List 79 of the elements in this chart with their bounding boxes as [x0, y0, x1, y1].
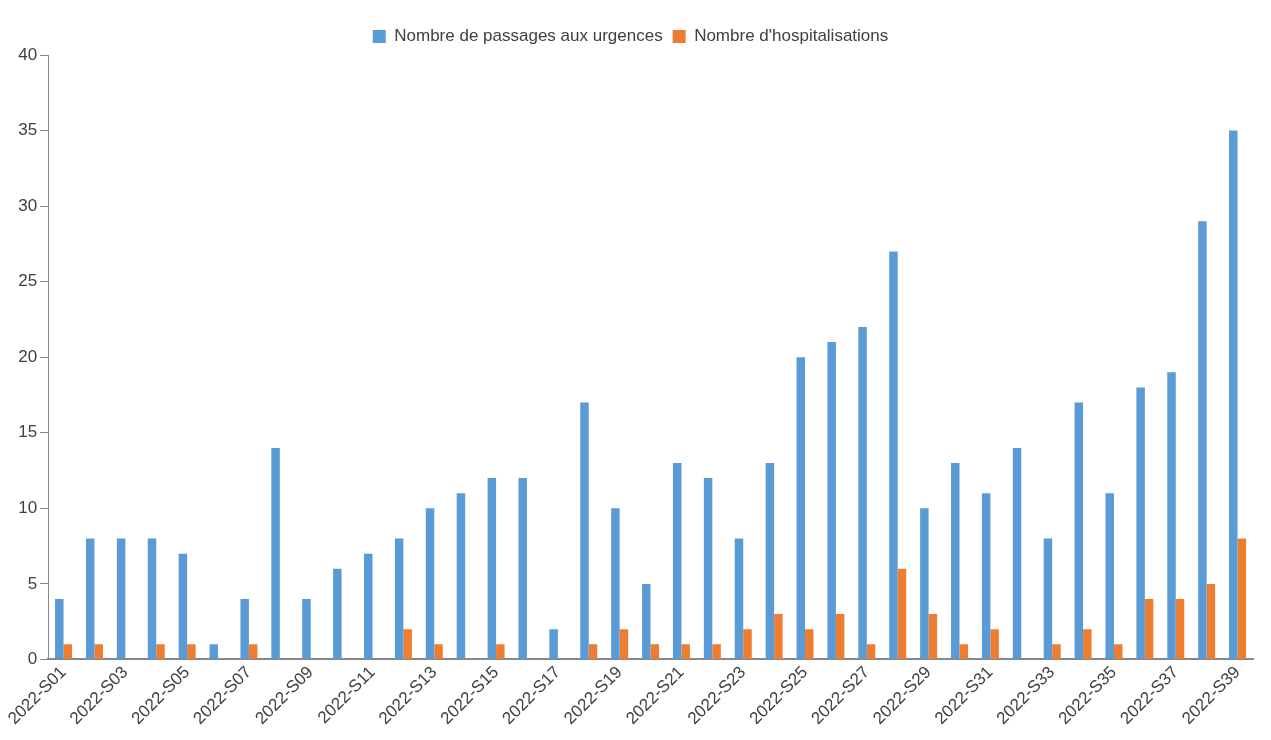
bar — [518, 478, 527, 659]
bar — [796, 357, 806, 659]
bar — [1113, 644, 1123, 659]
bar — [951, 463, 960, 659]
bar — [302, 599, 311, 659]
bar — [619, 629, 629, 659]
bar — [835, 614, 845, 659]
bar — [672, 463, 682, 659]
bar — [63, 644, 73, 659]
bar — [1052, 644, 1061, 659]
bar — [858, 327, 867, 659]
bar — [147, 538, 157, 659]
bar — [920, 508, 929, 659]
bar — [703, 478, 713, 659]
bar — [681, 644, 690, 659]
bar — [642, 583, 651, 659]
bar — [805, 629, 814, 659]
bar — [487, 478, 497, 659]
bar — [496, 644, 505, 659]
bar — [178, 553, 188, 659]
bar — [1043, 538, 1053, 659]
bar — [403, 629, 412, 659]
bar — [889, 251, 898, 659]
bar — [434, 644, 443, 659]
bar — [364, 553, 373, 659]
bar — [156, 644, 165, 659]
y-tick-label: 35 — [18, 120, 38, 140]
y-tick-label: 20 — [18, 346, 38, 366]
legend-label: Nombre d'hospitalisations — [694, 26, 889, 46]
bar — [734, 538, 744, 659]
bar — [1198, 221, 1207, 659]
bar — [55, 599, 64, 659]
y-tick-label: 15 — [18, 422, 38, 442]
bar — [1206, 583, 1216, 659]
bar — [774, 614, 783, 659]
bar — [94, 644, 103, 659]
bar — [611, 508, 620, 659]
bar — [187, 644, 196, 659]
bar — [1237, 538, 1247, 659]
bar — [333, 568, 342, 659]
bar — [240, 599, 249, 659]
bar — [712, 644, 721, 659]
bar — [897, 568, 907, 659]
bar — [425, 508, 435, 659]
bar — [1012, 447, 1022, 659]
y-tick-label: 30 — [18, 195, 38, 215]
bar — [928, 614, 938, 659]
legend-label: Nombre de passages aux urgences — [394, 26, 663, 46]
bar — [650, 644, 660, 659]
bar — [1136, 387, 1145, 659]
bar — [1144, 599, 1154, 659]
bar — [209, 644, 219, 659]
bar — [394, 538, 404, 659]
bar — [580, 402, 589, 659]
bar — [248, 644, 258, 659]
bar — [959, 644, 968, 659]
bar — [85, 538, 95, 659]
bar — [1229, 130, 1238, 659]
bar — [549, 629, 558, 659]
bar — [1074, 402, 1084, 659]
bar — [981, 493, 991, 659]
y-tick-label: 5 — [27, 573, 38, 593]
bar — [116, 538, 126, 659]
bar — [588, 644, 598, 659]
bar — [743, 629, 752, 659]
bar — [1105, 493, 1114, 659]
bar — [1083, 629, 1092, 659]
bar — [827, 342, 836, 659]
y-tick-label: 40 — [18, 44, 38, 64]
bar — [1167, 372, 1176, 659]
bar — [456, 493, 466, 659]
y-tick-label: 10 — [18, 498, 38, 518]
y-tick-label: 25 — [18, 271, 38, 291]
bar — [1175, 599, 1185, 659]
bar — [866, 644, 876, 659]
bar — [765, 463, 775, 659]
bar — [990, 629, 999, 659]
y-tick-label: 0 — [27, 649, 38, 669]
bar — [271, 447, 280, 659]
